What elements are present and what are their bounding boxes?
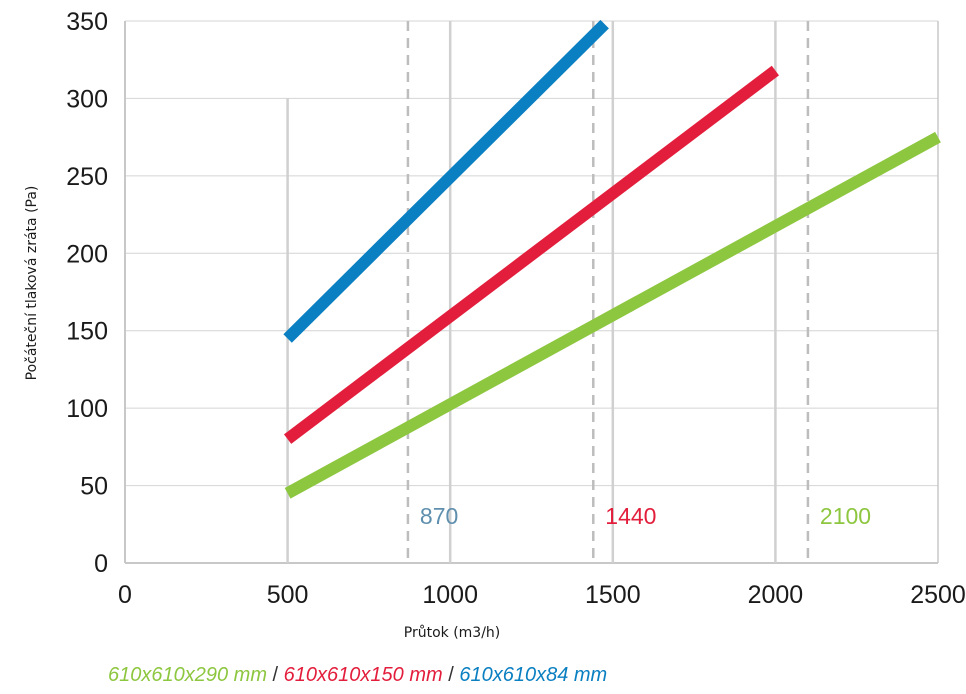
y-tick-label: 50	[80, 473, 108, 501]
legend: 610x610x290 mm / 610x610x150 mm / 610x61…	[108, 664, 607, 687]
x-tick-label: 1500	[585, 581, 641, 609]
y-tick-label: 300	[66, 85, 108, 113]
y-tick-label: 250	[66, 163, 108, 191]
y-tick-label: 0	[94, 550, 108, 578]
y-tick-label: 350	[66, 8, 108, 36]
legend-entry-150: 610x610x150 mm	[283, 664, 443, 686]
reference-line-label: 2100	[820, 503, 871, 529]
x-axis-ticks: 0 500 1000 1500 2000 2500	[118, 581, 966, 609]
legend-entry-84: 610x610x84 mm	[459, 664, 608, 686]
legend-separator: /	[272, 664, 279, 686]
reference-lines: 870 1440 2100	[406, 21, 871, 563]
y-tick-label: 200	[66, 240, 108, 268]
x-axis-title: Průtok (m3/h)	[404, 625, 501, 641]
x-tick-label: 2000	[748, 581, 804, 609]
series-line	[283, 65, 780, 444]
reference-line-label: 870	[420, 503, 458, 529]
x-tick-label: 2500	[910, 581, 966, 609]
y-tick-label: 100	[66, 395, 108, 423]
x-tick-label: 1000	[422, 581, 478, 609]
y-axis-ticks: 0 50 100 150 200 250 300 350	[66, 8, 108, 578]
legend-entry-290: 610x610x290 mm	[108, 664, 267, 686]
y-axis-title: Počáteční tlaková zráta (Pa)	[24, 186, 40, 381]
series-line	[283, 19, 609, 343]
reference-line-label: 1440	[605, 503, 656, 529]
legend-separator: /	[448, 664, 454, 686]
x-tick-label: 0	[118, 581, 132, 609]
y-tick-label: 150	[66, 318, 108, 346]
series-lines	[283, 19, 941, 499]
x-tick-label: 500	[267, 581, 309, 609]
series-line	[284, 131, 941, 499]
